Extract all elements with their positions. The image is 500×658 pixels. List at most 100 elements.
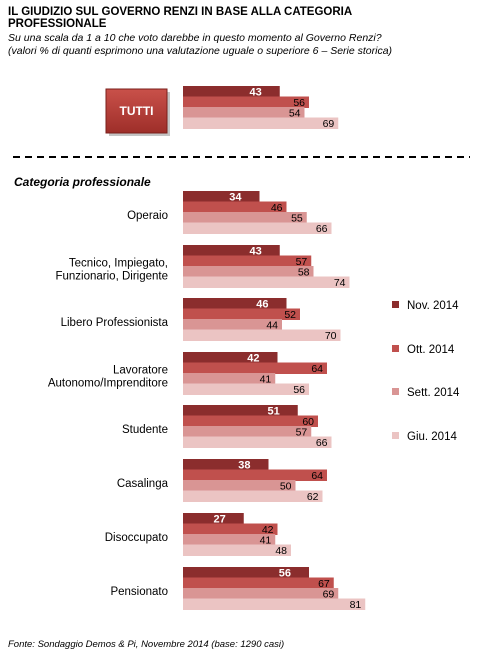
bar-ott-6 (183, 469, 327, 481)
bar-sett-7 (183, 534, 276, 546)
bar-giu-6 (183, 490, 323, 502)
bar-label-sett-5: 57 (296, 427, 308, 439)
bar-sett-0 (183, 107, 305, 119)
bar-label-sett-8: 69 (323, 589, 335, 601)
legend-swatch-nov (392, 301, 399, 308)
bar-nov-5 (183, 405, 298, 417)
bar-nov-6 (183, 459, 269, 471)
bar-label-giu-0: 69 (323, 118, 335, 130)
bar-label-nov-1: 34 (229, 192, 242, 204)
bar-nov-7 (183, 513, 244, 525)
bar-nov-1 (183, 191, 260, 203)
bar-nov-2 (183, 245, 280, 257)
category-label-5-0: Studente (122, 424, 168, 436)
bar-label-giu-5: 66 (316, 437, 328, 449)
bar-giu-4 (183, 383, 309, 395)
bar-giu-2 (183, 276, 350, 288)
category-label-4-0: Lavoratore (113, 365, 168, 377)
bar-label-sett-2: 58 (298, 267, 310, 279)
bar-sett-6 (183, 480, 296, 492)
bar-nov-0 (183, 86, 280, 98)
bar-label-ott-0: 56 (293, 97, 305, 109)
bars-group: 4356546934465566435758744652447042644156… (183, 86, 366, 611)
bar-label-giu-4: 56 (293, 384, 305, 396)
bar-label-sett-7: 41 (260, 535, 272, 547)
category-label-3-0: Libero Professionista (61, 317, 169, 329)
bar-sett-2 (183, 266, 314, 278)
tutti-box: TUTTI (105, 88, 170, 136)
category-label-4-1: Autonomo/Imprenditore (48, 378, 168, 390)
bar-label-giu-1: 66 (316, 223, 328, 235)
bar-giu-1 (183, 222, 332, 234)
bar-nov-3 (183, 298, 287, 310)
bar-nov-8 (183, 567, 309, 579)
bar-label-giu-7: 48 (275, 545, 287, 557)
bar-label-sett-0: 54 (289, 108, 301, 120)
bar-giu-5 (183, 436, 332, 448)
bar-label-nov-2: 43 (250, 246, 262, 258)
bar-sett-1 (183, 212, 307, 224)
bar-ott-5 (183, 415, 318, 427)
bar-ott-1 (183, 201, 287, 213)
category-label-6-0: Casalinga (117, 478, 169, 490)
bar-label-ott-4: 64 (311, 363, 323, 375)
legend-swatch-ott (392, 345, 399, 352)
bar-giu-7 (183, 544, 291, 556)
bar-ott-4 (183, 362, 327, 374)
category-label-8-0: Pensionato (110, 586, 168, 598)
bar-ott-8 (183, 577, 334, 589)
legend: Nov. 2014 Ott. 2014 Sett. 2014 Giu. 2014 (392, 300, 460, 443)
legend-label-ott: Ott. 2014 (407, 344, 455, 356)
bar-sett-8 (183, 588, 339, 600)
bar-sett-3 (183, 319, 282, 331)
chart-subtitle: Su una scala da 1 a 10 che voto darebbe … (8, 32, 488, 58)
bar-label-nov-0: 43 (250, 87, 262, 99)
category-label-7-0: Disoccupato (105, 532, 168, 544)
legend-swatch-giu (392, 432, 399, 439)
bar-label-ott-5: 60 (302, 416, 314, 428)
source-note: Fonte: Sondaggio Demos & Pi, Novembre 20… (8, 639, 285, 650)
bar-nov-4 (183, 352, 278, 364)
bar-label-giu-6: 62 (307, 491, 319, 503)
chart-title: IL GIUDIZIO SUL GOVERNO RENZI IN BASE AL… (8, 6, 352, 30)
bar-giu-8 (183, 598, 366, 610)
bar-label-giu-2: 74 (334, 277, 346, 289)
legend-label-sett: Sett. 2014 (407, 387, 460, 399)
bar-ott-3 (183, 308, 300, 320)
legend-label-giu: Giu. 2014 (407, 431, 457, 443)
bar-label-ott-3: 52 (284, 309, 296, 321)
bar-label-sett-1: 55 (291, 213, 303, 225)
bar-sett-5 (183, 426, 312, 438)
legend-label-nov: Nov. 2014 (407, 300, 459, 312)
bar-ott-7 (183, 523, 278, 535)
bar-label-nov-7: 27 (214, 514, 226, 526)
bar-label-nov-8: 56 (279, 568, 291, 580)
category-label-1-0: Operaio (127, 210, 168, 222)
bar-label-giu-3: 70 (325, 330, 337, 342)
tutti-label: TUTTI (120, 104, 154, 118)
category-label-2-1: Funzionario, Dirigente (55, 271, 168, 283)
bar-label-giu-8: 81 (350, 599, 362, 611)
bar-giu-0 (183, 117, 339, 129)
bar-label-ott-2: 57 (296, 256, 308, 268)
bar-label-ott-8: 67 (318, 578, 330, 590)
bar-label-sett-3: 44 (266, 320, 278, 332)
bar-giu-3 (183, 329, 341, 341)
subtitle-line-2: (valori % di quanti esprimono una valuta… (8, 45, 393, 57)
bar-label-sett-4: 41 (260, 374, 272, 386)
bar-label-ott-1: 46 (271, 202, 283, 214)
bar-label-sett-6: 50 (280, 481, 292, 493)
category-label-2-0: Tecnico, Impiegato, (69, 258, 168, 270)
bar-label-ott-7: 42 (262, 524, 274, 536)
bar-label-ott-6: 64 (311, 470, 323, 482)
category-labels: Operaio Tecnico, Impiegato,Funzionario, D… (48, 210, 169, 598)
bar-label-nov-4: 42 (247, 353, 259, 365)
subtitle-line-1: Su una scala da 1 a 10 che voto darebbe … (8, 32, 382, 44)
section-label: Categoria professionale (14, 175, 151, 189)
legend-swatch-sett (392, 388, 399, 395)
bar-label-nov-3: 46 (256, 299, 268, 311)
bar-ott-2 (183, 255, 312, 267)
bar-label-nov-6: 38 (238, 460, 250, 472)
bar-label-nov-5: 51 (268, 406, 280, 418)
